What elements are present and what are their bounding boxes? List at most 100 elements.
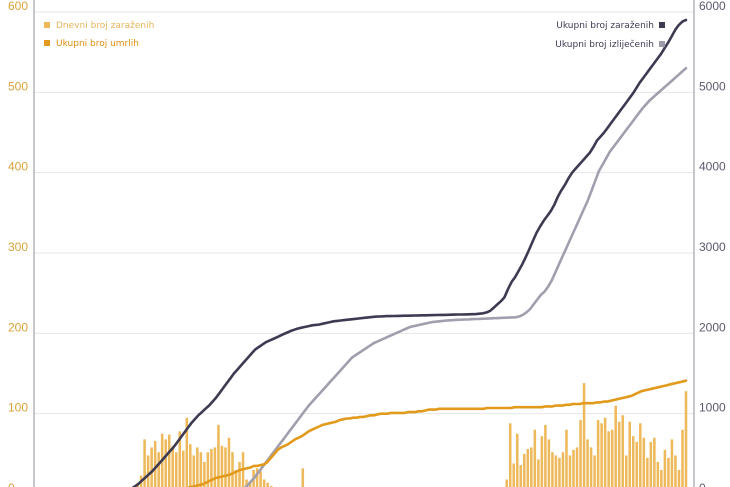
daily-infected-bar — [150, 447, 153, 487]
daily-infected-bar — [547, 439, 551, 487]
daily-infected-bar — [533, 429, 537, 487]
lines-layer — [131, 18, 688, 487]
daily-infected-bar — [234, 469, 238, 487]
daily-infected-bar — [624, 455, 628, 487]
daily-infected-bar — [262, 479, 266, 487]
daily-infected-bar — [667, 457, 670, 487]
daily-infected-bar — [649, 441, 653, 487]
left-tick-label: 400 — [8, 160, 28, 174]
daily-infected-bar — [586, 439, 589, 487]
daily-infected-bar — [153, 440, 157, 487]
daily-infected-bar — [185, 417, 189, 487]
daily-infected-bar — [565, 429, 568, 487]
daily-infected-bar — [653, 437, 656, 487]
daily-infected-bar — [269, 485, 273, 487]
daily-infected-bar — [526, 449, 530, 487]
daily-infected-bar — [614, 405, 617, 487]
daily-infected-bar — [227, 437, 231, 487]
daily-infected-bar — [540, 436, 544, 487]
daily-infected-bar — [635, 441, 639, 487]
left-tick-label: 600 — [8, 0, 28, 13]
legend-label-total-infected: Ukupni broj zaraženih — [556, 21, 654, 31]
daily-infected-bar — [617, 421, 621, 487]
daily-infected-bar — [554, 455, 558, 487]
right-tick-label: 5000 — [699, 79, 726, 93]
daily-infected-bar — [210, 449, 213, 487]
daily-infected-bar — [196, 447, 199, 487]
daily-infected-bar — [530, 447, 533, 487]
right-tick-label: 4000 — [699, 160, 726, 174]
right-tick-label: 6000 — [699, 0, 726, 13]
right-tick-label: 2000 — [699, 320, 726, 334]
daily-infected-bar — [266, 482, 269, 487]
daily-infected-bar — [167, 434, 171, 487]
daily-infected-bar — [515, 433, 519, 487]
total-infected-line — [131, 18, 688, 487]
daily-infected-bar — [182, 450, 185, 487]
daily-infected-bar — [561, 452, 565, 487]
daily-infected-bar — [663, 449, 667, 487]
legend-swatch-total-infected — [659, 22, 665, 28]
daily-infected-bar — [206, 452, 210, 487]
daily-infected-bar — [642, 437, 646, 487]
daily-infected-bar — [607, 431, 610, 487]
daily-infected-bar — [572, 449, 575, 487]
daily-infected-bar — [621, 415, 624, 487]
daily-infected-bar — [505, 479, 508, 487]
daily-infected-bar — [596, 420, 600, 487]
daily-infected-bar — [582, 383, 586, 487]
daily-infected-bar — [301, 468, 305, 487]
left-tick-label: 500 — [8, 79, 28, 93]
daily-infected-bar — [558, 457, 561, 487]
daily-infected-bar — [681, 429, 684, 487]
daily-infected-bar — [189, 444, 192, 487]
daily-infected-bar — [646, 457, 649, 487]
daily-infected-bar — [508, 423, 512, 487]
legend-label-total-deaths: Ukupni broj umrlih — [56, 39, 139, 49]
legend-right: Ukupni broj zaraženih Ukupni broj izlije… — [555, 21, 665, 50]
daily-infected-bar — [632, 436, 635, 487]
daily-infected-bar — [684, 391, 688, 487]
legend-swatch-total-deaths — [44, 40, 50, 46]
daily-infected-bar — [589, 447, 593, 487]
left-tick-label: 100 — [8, 401, 28, 415]
daily-infected-bar — [639, 423, 642, 487]
daily-infected-bar — [174, 452, 178, 487]
daily-infected-bar — [171, 445, 174, 487]
axis-layer: 0100200300400500600010002000300040005000… — [8, 0, 726, 487]
daily-infected-bar — [579, 420, 582, 487]
legend-label-total-recovered: Ukupni broj izliječenih — [555, 39, 654, 50]
daily-infected-bar — [213, 447, 217, 487]
legend-swatch-daily-infected — [44, 22, 50, 28]
right-tick-label: 1000 — [699, 401, 726, 415]
legend-label-daily-infected: Dnevni broj zaraženih — [56, 21, 154, 31]
daily-infected-bar — [164, 439, 167, 487]
daily-infected-bar — [217, 424, 220, 487]
daily-infected-bar — [603, 417, 607, 487]
daily-infected-bar — [220, 445, 224, 487]
legend-swatch-total-recovered — [659, 41, 665, 47]
right-tick-label: 0 — [699, 481, 706, 487]
daily-infected-bar — [544, 424, 547, 487]
daily-infected-bar — [512, 463, 516, 487]
total-recovered-line — [243, 66, 688, 487]
daily-infected-bars — [136, 383, 688, 487]
daily-infected-bar — [231, 452, 234, 487]
daily-infected-bar — [259, 471, 262, 487]
daily-infected-bar — [674, 455, 677, 487]
legend-left: Dnevni broj zaraženih Ukupni broj umrlih — [44, 21, 154, 49]
daily-infected-bar — [523, 453, 526, 487]
daily-infected-bar — [670, 439, 674, 487]
daily-infected-bar — [593, 455, 596, 487]
daily-infected-bar — [238, 461, 241, 487]
daily-infected-bar — [143, 439, 146, 487]
daily-infected-bar — [178, 431, 182, 487]
daily-infected-bar — [600, 423, 603, 487]
daily-infected-bar — [245, 479, 248, 487]
daily-infected-bar — [656, 461, 660, 487]
daily-infected-bar — [568, 455, 572, 487]
daily-infected-bar — [203, 461, 206, 487]
left-tick-label: 0 — [8, 481, 15, 487]
